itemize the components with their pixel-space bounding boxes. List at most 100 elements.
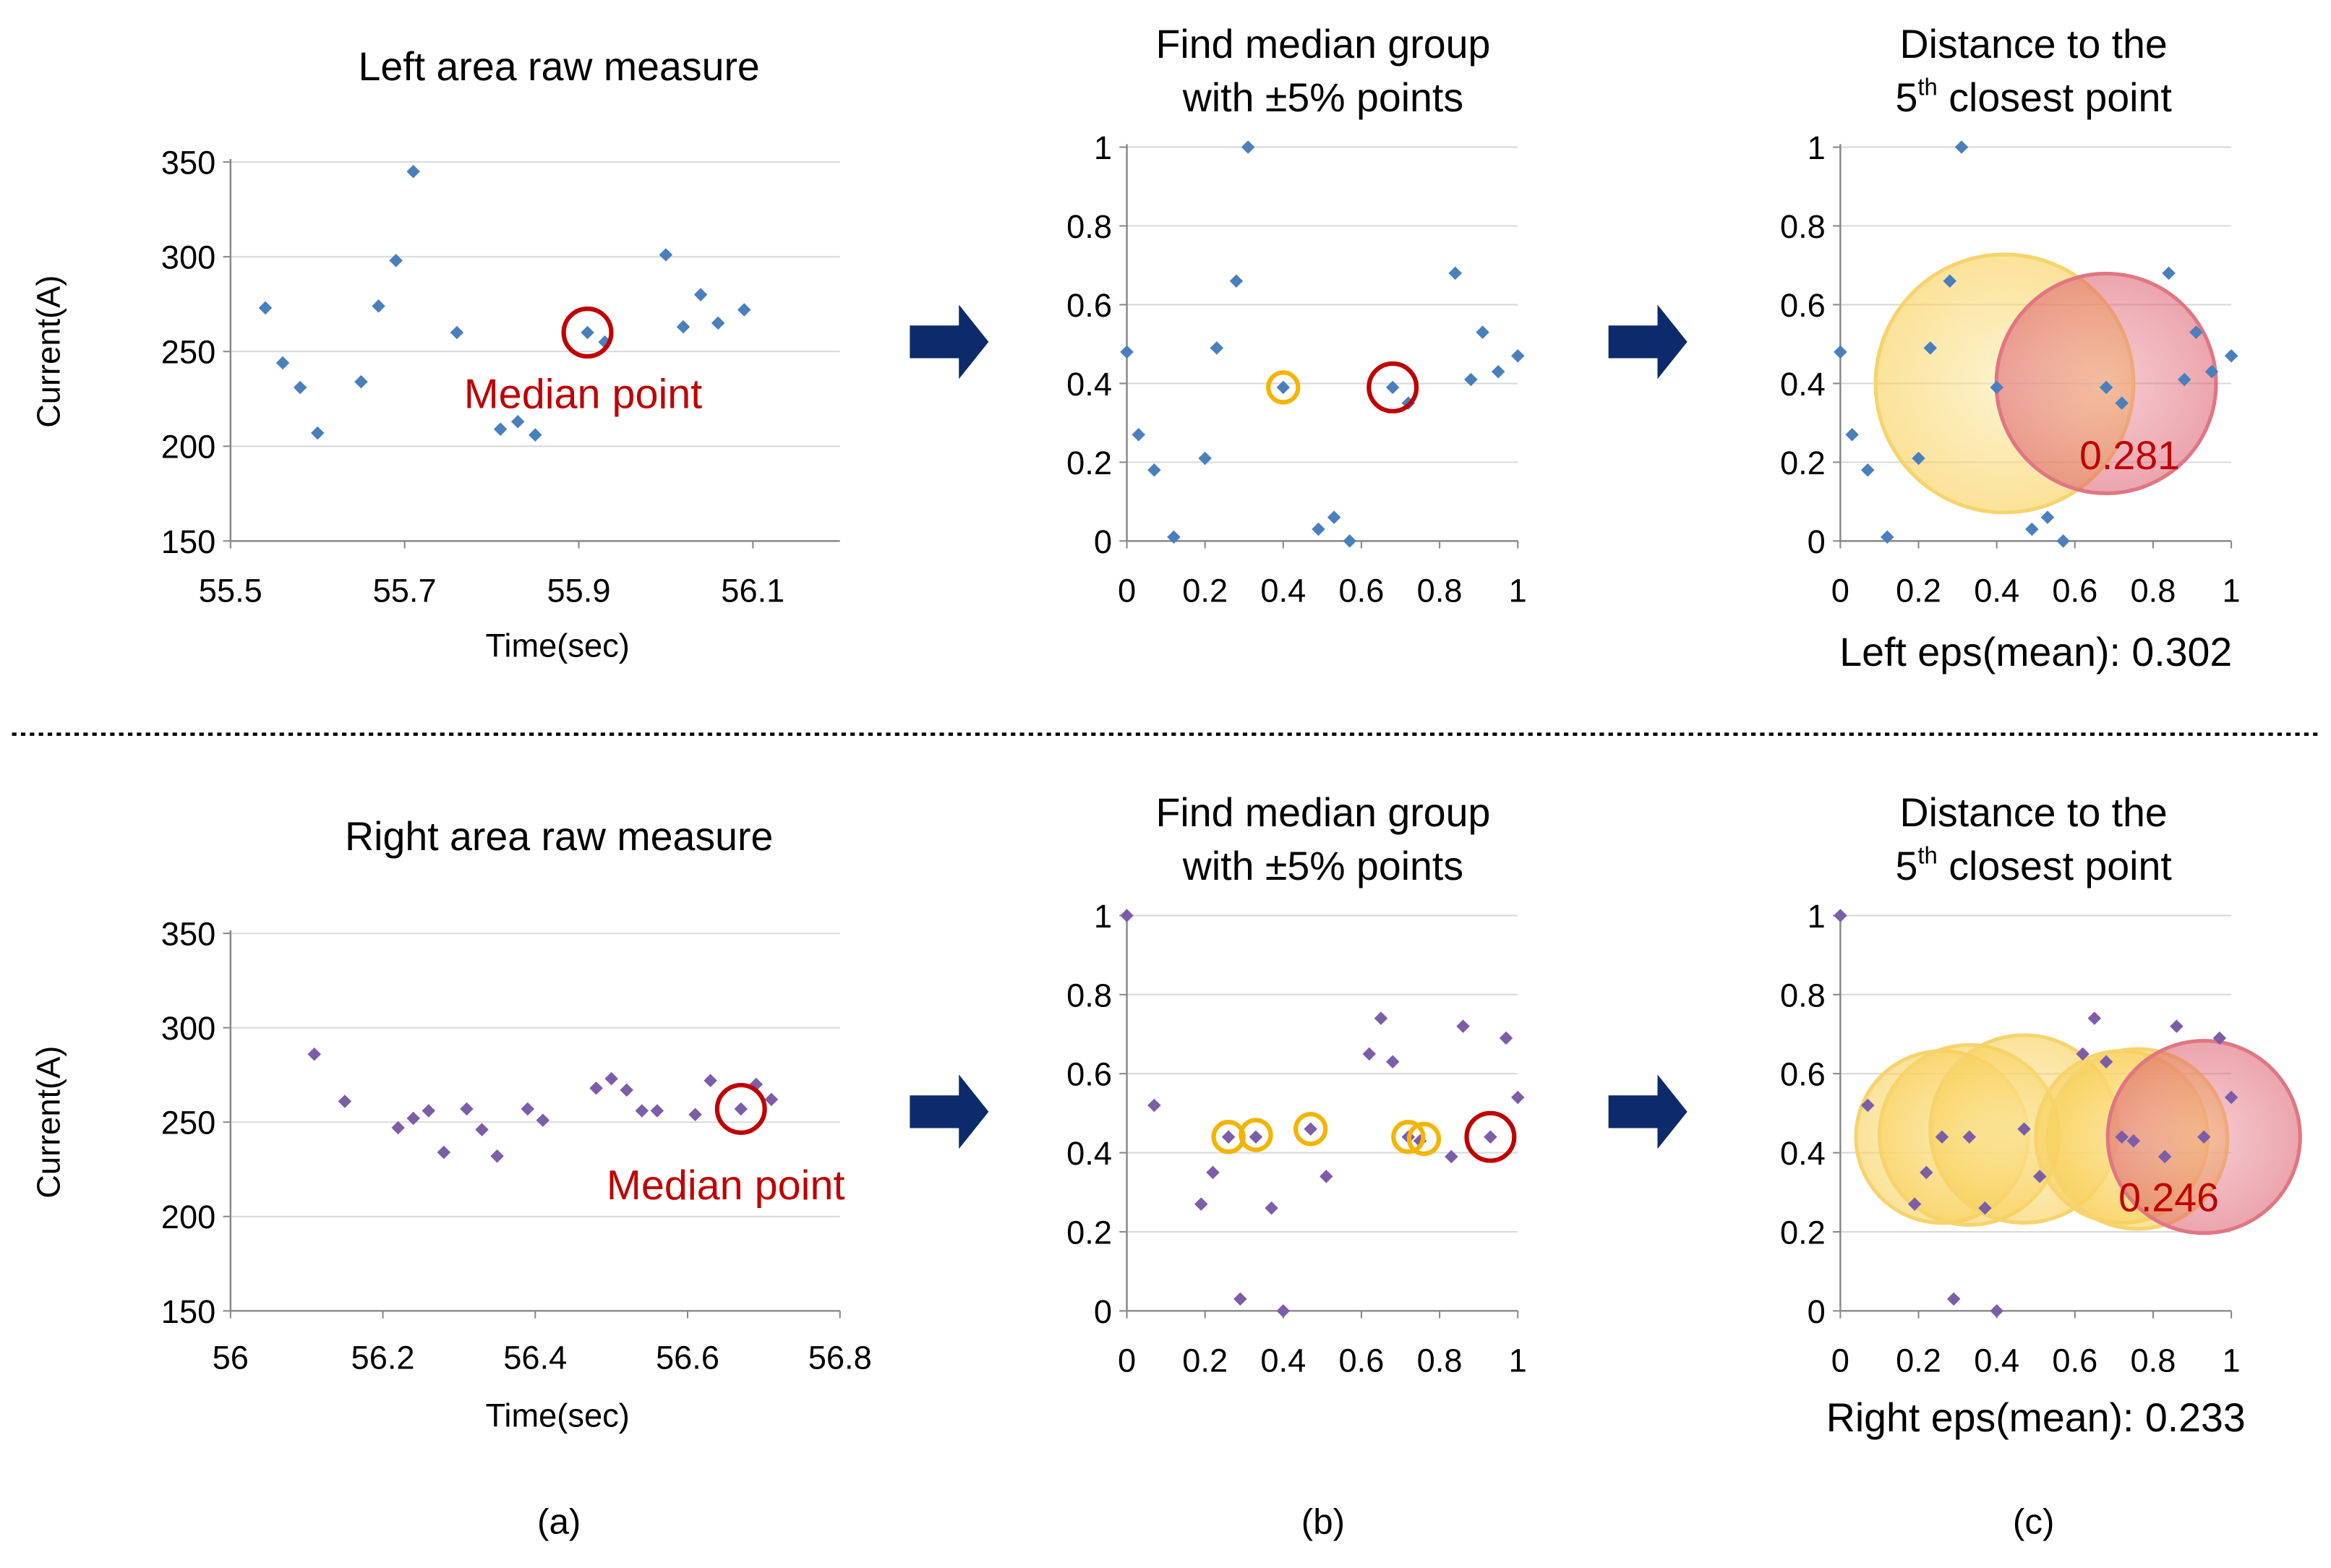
bot-dist-data-point [1990, 1304, 2003, 1318]
bot-raw-median-ring [714, 1082, 767, 1135]
top-raw-data-point [676, 320, 690, 334]
top-raw-y-tick-label: 200 [161, 429, 215, 466]
top-dist-data-point [2189, 325, 2203, 339]
top-norm-data-point [1385, 380, 1400, 395]
bot-norm-y-tick-label: 0.6 [1066, 1056, 1112, 1093]
bot-norm-data-point [1147, 1098, 1161, 1113]
bot-norm-group-ring [1391, 1120, 1426, 1154]
bot-raw-data-point [422, 1104, 436, 1118]
bot-dist-y-tick-label: 0.8 [1780, 977, 1826, 1014]
top-dist-data-point [1845, 428, 1859, 442]
top-norm-x-tick-label: 0.4 [1260, 573, 1306, 609]
bot-dist-x-tick-label: 0.2 [1896, 1342, 1941, 1379]
top-raw-title: Left area raw measure [359, 44, 760, 89]
arrow-right-icon [1608, 304, 1688, 380]
top-dist-data-point [1954, 140, 1969, 154]
bot-norm-data-point [1194, 1197, 1208, 1211]
bot-norm-data-point [1304, 1122, 1317, 1136]
top-norm-data-point [1464, 372, 1478, 387]
top-raw-ylabel: Current(A) [30, 275, 67, 428]
bot-norm-y-tick-label: 0.2 [1066, 1214, 1112, 1251]
top-dist-data-point [2025, 522, 2039, 536]
top-norm-data-point [1312, 522, 1325, 536]
bot-norm-data-point [1120, 909, 1134, 922]
top-raw-y-tick-label: 350 [161, 145, 215, 181]
bot-dist-data-point [2126, 1134, 2141, 1148]
bot-dist-y-tick-label: 0 [1808, 1293, 1826, 1330]
bot-norm-y-tick-label: 0.8 [1066, 977, 1112, 1014]
top-norm-y-tick-label: 0.2 [1066, 445, 1112, 481]
bot-raw-data-point [650, 1104, 664, 1118]
panel-label-c: (c) [2013, 1502, 2055, 1542]
bot-dist-title-rest: closest point [1938, 844, 2173, 888]
bot-dist-data-point [1946, 1292, 1961, 1306]
top-norm-x-tick-label: 0.8 [1417, 573, 1463, 609]
bot-raw-data-point [437, 1145, 451, 1160]
top-dist-title-ordinal: 5 [1896, 75, 1918, 120]
top-dist-y-tick-label: 1 [1808, 129, 1826, 166]
bot-raw-y-tick-label: 200 [161, 1199, 215, 1235]
top-raw-data-point [693, 288, 708, 301]
bot-norm-data-point [1445, 1149, 1458, 1164]
bot-raw-y-tick-label: 350 [161, 916, 215, 953]
bot-norm-x-tick-label: 0.4 [1260, 1342, 1306, 1379]
bot-norm-data-point [1456, 1019, 1470, 1033]
bot-norm-data-point [1511, 1090, 1525, 1105]
chart-top-norm: 0 0.2 0.4 0.6 0.8 1 0 0.2 0.4 0.6 0.8 1 Find median … [1066, 22, 1527, 609]
top-dist-x-tick-label: 0.8 [2131, 573, 2176, 609]
bot-norm-data-point [1499, 1031, 1513, 1045]
bot-raw-data-point [521, 1102, 535, 1116]
top-raw-data-point [711, 316, 725, 330]
bot-dist-data-point [2157, 1149, 2172, 1164]
top-dist-x-tick-label: 0.2 [1896, 573, 1941, 609]
bot-norm-data-point [1221, 1130, 1236, 1144]
bot-norm-data-point [1233, 1292, 1247, 1306]
bot-dist-data-point [2076, 1047, 2090, 1061]
top-dist-y-tick-label: 0.8 [1780, 208, 1826, 245]
chart-bot-raw: 150 200 250 300 350 56 56.2 56.4 56.6 56.8 Right a… [30, 814, 871, 1434]
top-norm-median-ring [1366, 361, 1419, 414]
bot-norm-x-tick-label: 0.8 [1417, 1342, 1463, 1379]
bot-dist-x-tick-label: 0 [1831, 1342, 1849, 1379]
top-dist-y-tick-label: 0 [1808, 523, 1826, 560]
top-dist-data-point [2177, 372, 2191, 387]
bot-dist-caption: Right eps(mean): 0.233 [1826, 1395, 2246, 1440]
top-norm-y-tick-label: 0.8 [1066, 208, 1112, 245]
top-norm-title-line2: with ±5% points [1182, 75, 1463, 120]
top-dist-data-point [1860, 463, 1875, 477]
bot-raw-data-point [620, 1083, 633, 1097]
top-raw-data-point [275, 356, 290, 370]
bot-dist-data-point [2170, 1019, 2184, 1033]
bot-norm-group-ring [1239, 1118, 1273, 1152]
bot-raw-annotation: Median point [607, 1162, 845, 1209]
top-dist-y-tick-label: 0.2 [1780, 445, 1826, 481]
top-norm-data-point [1327, 510, 1341, 524]
bot-raw-x-tick-label: 56 [213, 1340, 249, 1376]
top-dist-data-point [2040, 510, 2055, 524]
top-dist-data-point [2115, 396, 2129, 410]
top-norm-x-tick-label: 1 [1509, 573, 1527, 609]
top-norm-data-point [1210, 341, 1224, 355]
top-dist-x-tick-label: 0.4 [1974, 573, 2019, 609]
top-raw-data-point [659, 248, 673, 262]
bot-norm-data-point [1249, 1130, 1263, 1144]
bot-dist-annotation: 0.246 [2118, 1175, 2219, 1220]
top-norm-data-point [1476, 325, 1489, 339]
chart-bot-norm: 0 0.2 0.4 0.6 0.8 1 0 0.2 0.4 0.6 0.8 1 Find median … [1066, 790, 1527, 1379]
top-raw-data-point [372, 299, 385, 313]
bot-norm-data-point [1362, 1047, 1377, 1061]
arrow-right-icon [910, 304, 989, 380]
bot-dist-data-point [1834, 909, 1847, 922]
bot-dist-title-superscript: th [1917, 841, 1937, 868]
bot-norm-data-point [1385, 1055, 1400, 1069]
bot-norm-data-point [1206, 1165, 1220, 1180]
top-raw-data-point [354, 374, 368, 389]
bot-raw-data-point [391, 1121, 405, 1135]
bot-dist-data-point [2017, 1122, 2031, 1136]
bot-dist-data-point [2099, 1055, 2113, 1069]
top-dist-data-point [2099, 380, 2113, 395]
arrow-right-icon [910, 1074, 989, 1149]
top-dist-data-point [2224, 349, 2238, 363]
top-dist-data-point [2162, 266, 2176, 280]
bot-norm-y-tick-label: 1 [1094, 898, 1112, 935]
